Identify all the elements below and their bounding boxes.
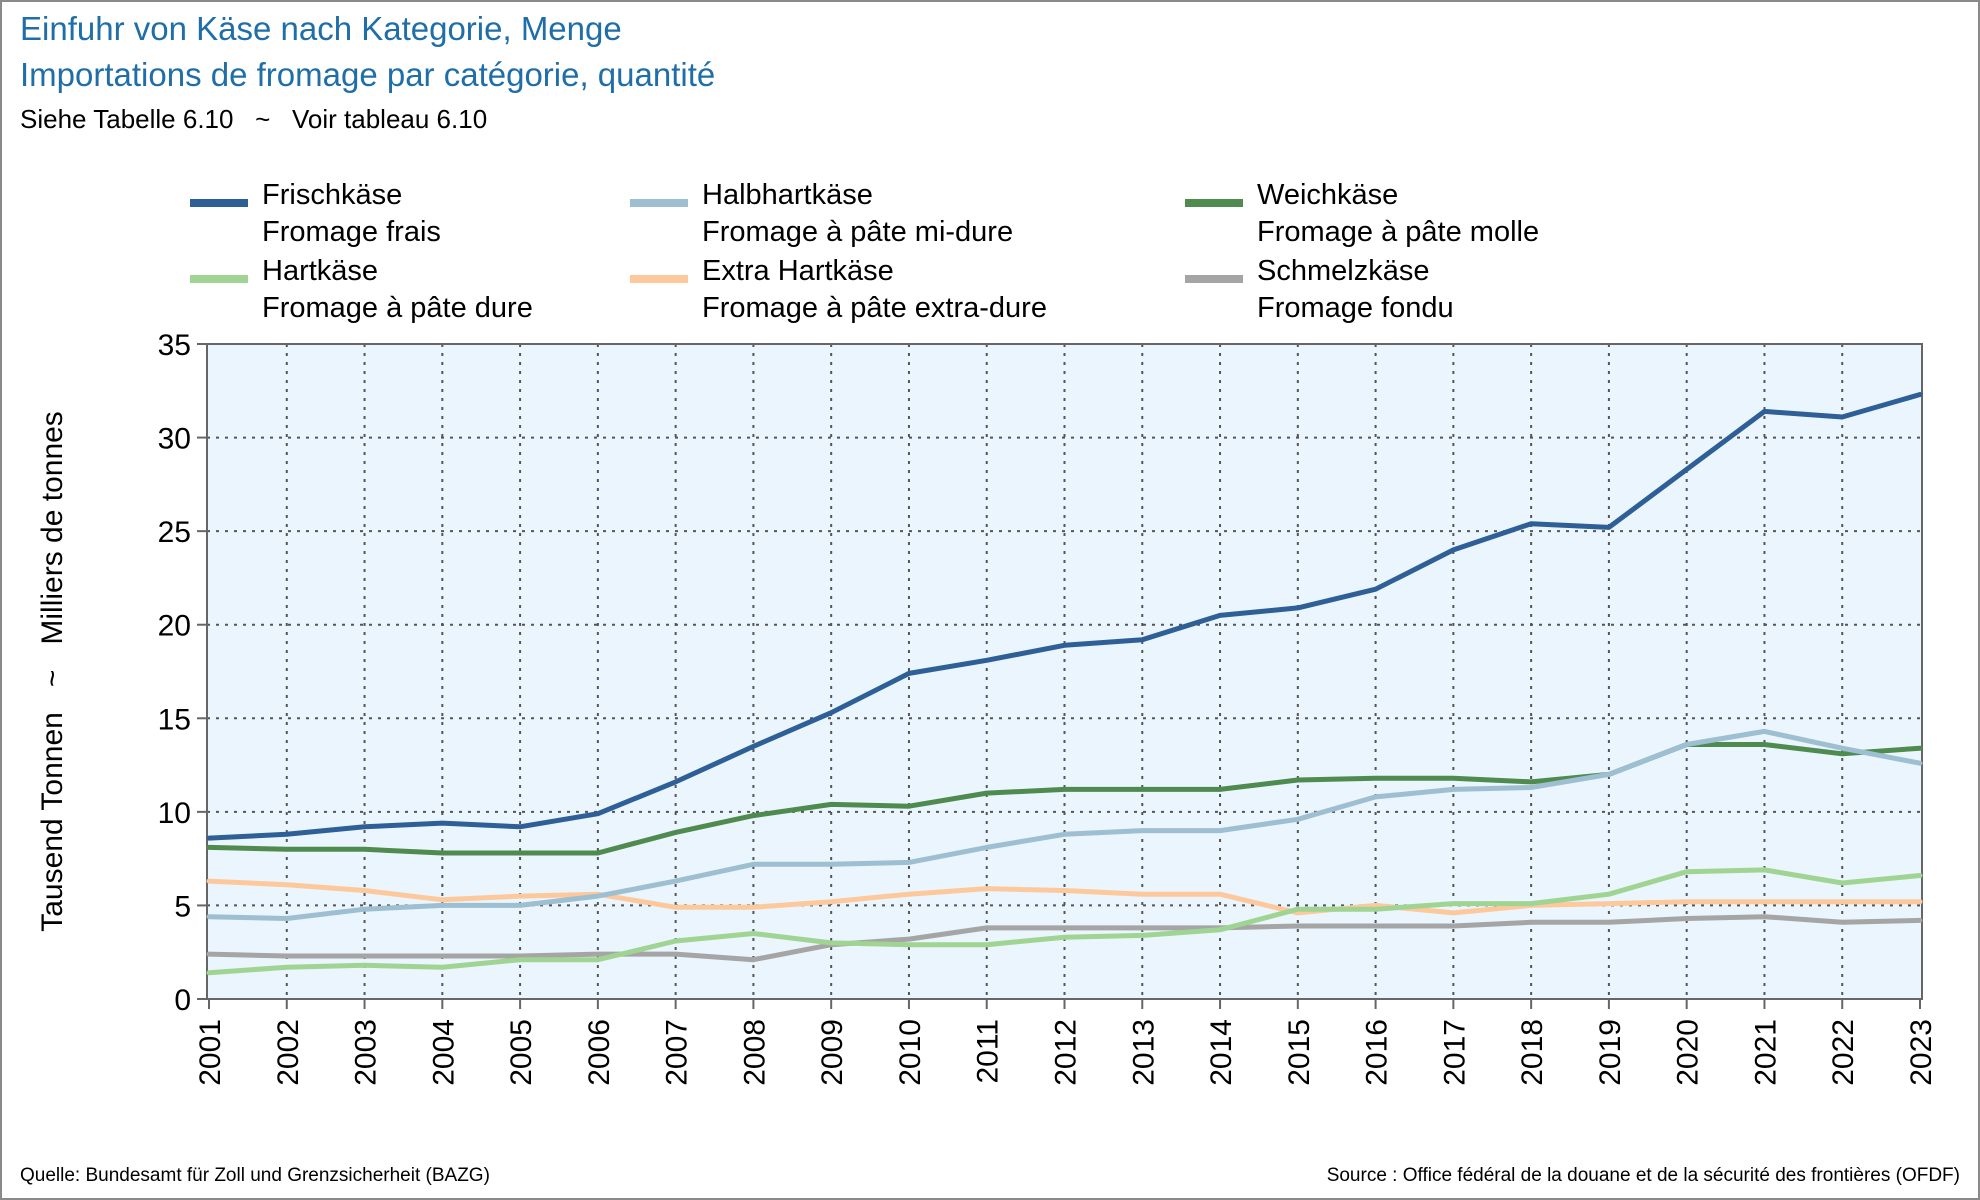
x-tick-label: 2006 — [583, 1019, 616, 1086]
legend-swatch — [1185, 275, 1243, 283]
x-tick-label: 2015 — [1283, 1019, 1316, 1086]
y-tick-label: 5 — [174, 890, 191, 923]
y-tick-label: 30 — [158, 423, 191, 456]
legend-swatch — [190, 199, 248, 207]
legend-label: Halbhartkäse Fromage à pâte mi-dure — [702, 177, 1013, 251]
x-tick-label: 2022 — [1827, 1019, 1860, 1086]
x-tick-label: 2008 — [738, 1019, 771, 1086]
x-tick-label: 2007 — [661, 1019, 694, 1086]
source-note-fr: Source : Office fédéral de la douane et … — [1326, 1165, 1960, 1186]
x-tick-label: 2023 — [1905, 1019, 1938, 1086]
x-tick-label: 2001 — [194, 1019, 227, 1086]
x-tick-label: 2017 — [1438, 1019, 1471, 1086]
legend-label: Schmelzkäse Fromage fondu — [1257, 253, 1454, 327]
series-line-schmelzk-se — [206, 914, 1923, 963]
x-tick-label: 2009 — [816, 1019, 849, 1086]
y-tick-label: 25 — [158, 516, 191, 549]
series-line-halbhartk-se — [206, 728, 1923, 921]
legend-label-de: Schmelzkäse — [1257, 255, 1430, 287]
x-tick-label: 2021 — [1749, 1019, 1782, 1086]
y-tick-label: 10 — [158, 797, 191, 830]
y-axis-title: Tausend Tonnen ~ Milliers de tonnes — [36, 411, 69, 932]
x-tick-label: 2014 — [1205, 1019, 1238, 1086]
x-tick-label: 2019 — [1594, 1019, 1627, 1086]
legend-swatch — [630, 275, 688, 283]
x-tick-label: 2011 — [972, 1019, 1005, 1084]
legend-swatch — [630, 199, 688, 207]
x-tick-label: 2005 — [505, 1019, 538, 1086]
legend-label-de: Weichkäse — [1257, 179, 1399, 211]
y-tick-label: 15 — [158, 703, 191, 736]
x-tick-label: 2004 — [427, 1019, 460, 1086]
legend-swatch — [1185, 199, 1243, 207]
chart-title-de: Einfuhr von Käse nach Kategorie, Menge — [20, 10, 622, 47]
legend-label-fr: Fromage à pâte mi-dure — [702, 216, 1014, 248]
legend-label-fr: Fromage à pâte extra-dure — [702, 292, 1047, 324]
y-tick-label: 35 — [158, 329, 191, 362]
legend-label: Frischkäse Fromage frais — [262, 177, 441, 251]
legend-label-fr: Fromage à pâte molle — [1257, 216, 1540, 248]
series-line-hartk-se — [206, 867, 1923, 976]
x-tick-label: 2012 — [1050, 1019, 1083, 1086]
legend-label-fr: Fromage à pâte dure — [262, 292, 533, 324]
x-tick-label: 2003 — [350, 1019, 383, 1086]
chart-title-fr: Importations de fromage par catégorie, q… — [20, 56, 716, 93]
legend-label-de: Halbhartkäse — [702, 179, 873, 211]
x-tick-label: 2016 — [1361, 1019, 1394, 1086]
series-line-extra-hartk-se — [206, 878, 1923, 916]
y-tick-label: 0 — [174, 984, 191, 1017]
x-tick-label: 2010 — [894, 1019, 927, 1086]
source-note-de: Quelle: Bundesamt für Zoll und Grenzsich… — [20, 1165, 490, 1186]
legend-label-fr: Fromage fondu — [1257, 292, 1454, 324]
y-tick-label: 20 — [158, 610, 191, 643]
legend-label-de: Frischkäse — [262, 179, 403, 211]
legend-label: Weichkäse Fromage à pâte molle — [1257, 177, 1539, 251]
legend-label-fr: Fromage frais — [262, 216, 441, 248]
legend-label: Hartkäse Fromage à pâte dure — [262, 253, 533, 327]
legend-label-de: Extra Hartkäse — [702, 255, 894, 287]
legend-swatch — [190, 275, 248, 283]
chart-subtitle: Siehe Tabelle 6.10 ~ Voir tableau 6.10 — [20, 104, 488, 134]
legend-label-de: Hartkäse — [262, 255, 379, 287]
legend-label: Extra Hartkäse Fromage à pâte extra-dure — [702, 253, 1047, 327]
x-tick-label: 2018 — [1516, 1019, 1549, 1086]
x-tick-label: 2020 — [1672, 1019, 1705, 1086]
x-tick-label: 2013 — [1127, 1019, 1160, 1086]
series-line-frischk-se — [206, 392, 1923, 841]
plot-border — [206, 343, 1923, 1000]
x-tick-label: 2002 — [272, 1019, 305, 1086]
